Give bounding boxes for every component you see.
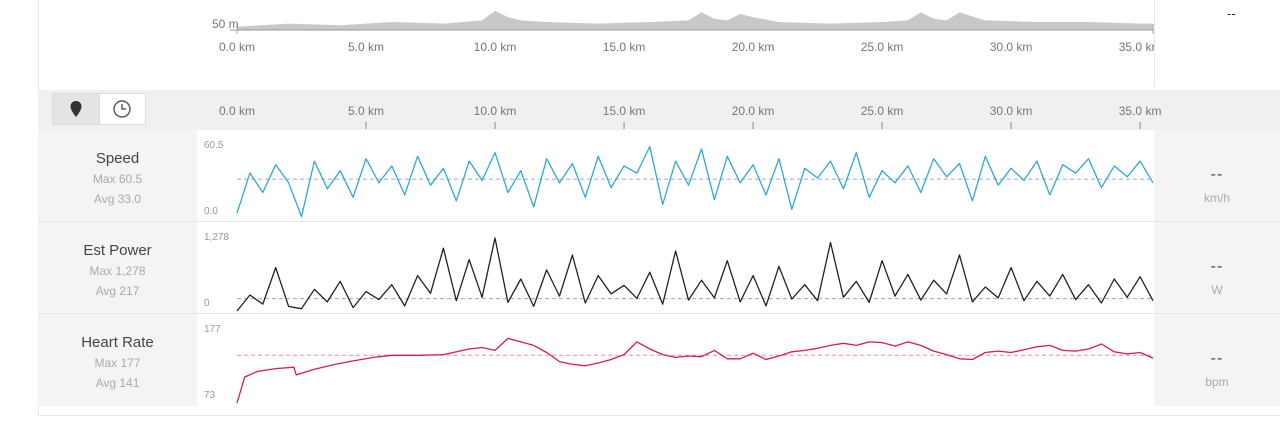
clock-icon: [113, 100, 131, 118]
elevation-current-panel: --: [1154, 0, 1280, 86]
stream-toolbar: [38, 90, 1280, 130]
power-max: Max 1,278: [89, 264, 146, 278]
heart-rate-unit: bpm: [1205, 375, 1229, 389]
elevation-profile: [230, 10, 1155, 34]
speed-stats: Speed Max 60.5 Avg 33.0: [38, 130, 197, 222]
heart-rate-max: Max 177: [94, 356, 141, 370]
elevation-x-tick: 15.0 km: [602, 40, 646, 54]
time-mode-button[interactable]: [98, 94, 146, 124]
stream-x-tick: 10.0 km: [473, 104, 517, 118]
heart-rate-label: Heart Rate: [81, 334, 154, 351]
speed-y-top: 60.5: [204, 140, 224, 151]
row-divider: [38, 313, 1280, 314]
heart-rate-current-value: --: [1210, 350, 1224, 367]
heart-rate-y-bottom: 73: [204, 390, 216, 401]
power-avg: Avg 217: [95, 284, 140, 298]
elevation-x-tick: 0.0 km: [218, 40, 256, 54]
heart-rate-stats: Heart Rate Max 177 Avg 141: [38, 314, 197, 406]
speed-y-bottom: 0.0: [204, 206, 218, 217]
stream-x-tick: 35.0 km: [1118, 104, 1162, 118]
speed-label: Speed: [95, 150, 140, 167]
power-y-top: 1,278: [204, 232, 230, 243]
heart-rate-current-panel: -- bpm: [1154, 314, 1280, 406]
power-y-bottom: 0: [204, 298, 210, 309]
power-stats: Est Power Max 1,278 Avg 217: [38, 222, 197, 314]
elevation-x-tick: 5.0 km: [347, 40, 385, 54]
speed-current-value: --: [1210, 166, 1224, 183]
stream-x-tick: 15.0 km: [602, 104, 646, 118]
stream-x-tick: 5.0 km: [347, 104, 385, 118]
elevation-x-tick: 20.0 km: [731, 40, 775, 54]
row-divider: [38, 221, 1280, 222]
stream-x-tick: 25.0 km: [860, 104, 904, 118]
elevation-x-tick: 30.0 km: [989, 40, 1033, 54]
speed-stream-row: Speed Max 60.5 Avg 33.0 60.5 0.0 -- km/h: [38, 130, 1280, 222]
elevation-x-tick: 25.0 km: [860, 40, 904, 54]
distance-mode-button[interactable]: [53, 94, 99, 124]
elevation-current-value: --: [1227, 6, 1236, 21]
stream-x-tick: 0.0 km: [218, 104, 256, 118]
elevation-area: [237, 10, 1153, 31]
power-current-value: --: [1210, 258, 1224, 275]
power-label: Est Power: [83, 242, 152, 259]
heart-rate-stream-row: Heart Rate Max 177 Avg 141 177 73 -- bpm: [38, 314, 1280, 406]
heart-rate-y-top: 177: [204, 324, 221, 335]
speed-max: Max 60.5: [92, 172, 143, 186]
power-stream-row: Est Power Max 1,278 Avg 217 1,278 0 -- W: [38, 222, 1280, 314]
heart-rate-avg: Avg 141: [95, 376, 140, 390]
elevation-x-tick: 35.0 km: [1118, 40, 1162, 54]
power-current-panel: -- W: [1154, 222, 1280, 314]
x-axis-mode-toggle: [52, 93, 146, 125]
stream-x-tick: 20.0 km: [731, 104, 775, 118]
location-pin-icon: [70, 101, 82, 117]
speed-avg: Avg 33.0: [93, 192, 142, 206]
speed-current-panel: -- km/h: [1154, 130, 1280, 222]
power-unit: W: [1211, 283, 1223, 297]
stream-x-tick: 30.0 km: [989, 104, 1033, 118]
elevation-y-tick: 50 m: [212, 17, 239, 31]
elevation-x-tick: 10.0 km: [473, 40, 517, 54]
speed-unit: km/h: [1203, 191, 1230, 205]
